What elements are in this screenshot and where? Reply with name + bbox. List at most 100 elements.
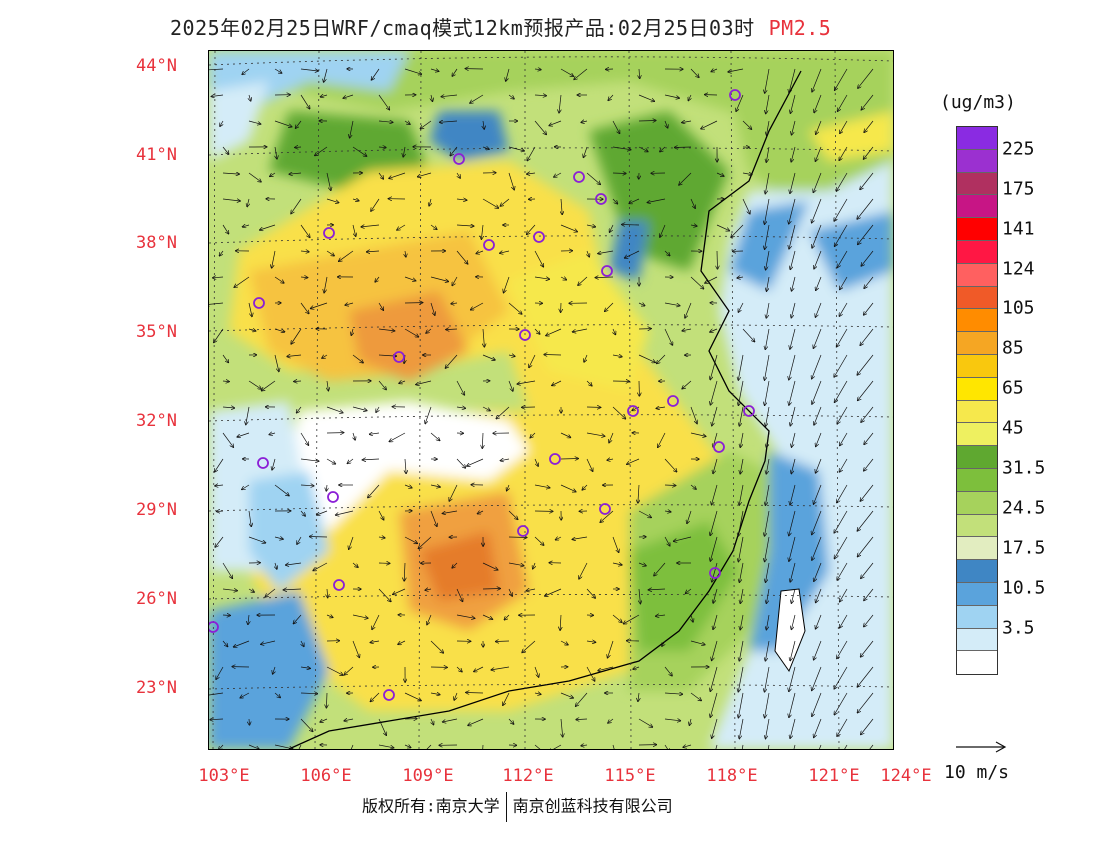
wind-arrow [508, 562, 524, 566]
wind-arrow [791, 588, 796, 603]
wind-arrow [834, 536, 848, 559]
wind-arrow [608, 640, 614, 658]
wind-arrow [612, 173, 626, 174]
wind-arrow [712, 718, 718, 738]
colorbar-swatch [957, 605, 997, 629]
wind-arrow [404, 328, 419, 337]
wind-arrow [289, 173, 302, 174]
wind-arrow [560, 484, 576, 492]
wind-arrow [215, 458, 224, 472]
wind-arrow [682, 329, 692, 331]
colorbar-swatch [957, 195, 997, 219]
wind-arrow [790, 562, 796, 582]
lat-label: 38°N [136, 233, 177, 253]
wind-arrow [837, 250, 848, 268]
wind-arrow [765, 692, 770, 718]
wind-arrow [326, 692, 327, 708]
wind-arrow [864, 614, 874, 627]
station-marker [253, 297, 265, 309]
wind-arrow [533, 562, 535, 569]
wind-arrow [300, 251, 309, 252]
wind-arrow [452, 562, 458, 568]
station-marker [533, 231, 545, 243]
wind-arrow [326, 198, 339, 203]
wind-arrow [210, 719, 224, 720]
wind-arrow [296, 120, 302, 128]
wind-arrow [683, 745, 692, 747]
station-marker [743, 405, 755, 417]
wind-arrow [819, 744, 822, 749]
wind-arrow [430, 224, 437, 229]
wind-arrow [248, 302, 252, 317]
wind-arrow [378, 121, 393, 122]
wind-arrow [274, 68, 282, 73]
wind-arrow [766, 718, 770, 739]
wind-arrow [861, 640, 874, 657]
wind-arrow [344, 666, 354, 675]
wind-arrow [664, 458, 677, 472]
wind-arrow [522, 640, 536, 653]
wind-arrow [300, 485, 314, 486]
wind-arrow [742, 328, 755, 342]
wind-arrow [713, 588, 718, 603]
wind-arrow [857, 666, 874, 687]
wind-arrow [766, 562, 770, 582]
wind-arrow [370, 641, 380, 643]
wind-arrow [812, 354, 822, 379]
wind-arrow [766, 94, 770, 114]
wind-arrow [629, 198, 640, 203]
wind-arrow [545, 588, 562, 596]
wind-arrow [664, 485, 676, 486]
wind-arrow [209, 68, 224, 71]
wind-arrow [691, 614, 693, 622]
wind-arrow [482, 198, 499, 208]
wind-arrow [834, 354, 848, 377]
station-marker [709, 567, 721, 579]
wind-arrow [274, 120, 292, 127]
wind-arrow [710, 510, 718, 536]
wind-arrow [791, 302, 796, 318]
wind-arrow [741, 744, 744, 749]
wind-arrow [790, 172, 796, 193]
wind-arrow [839, 146, 848, 160]
wind-arrow [261, 640, 276, 644]
wind-arrow [793, 744, 796, 749]
wind-arrow [368, 484, 380, 498]
colorbar [956, 126, 998, 676]
wind-arrow [690, 406, 697, 424]
colorbar-swatch [957, 354, 997, 378]
wind-arrow [274, 328, 285, 332]
wind-arrow [544, 355, 562, 356]
wind-arrow [222, 615, 230, 616]
wind-arrow [737, 277, 744, 278]
wind-arrow [353, 432, 355, 440]
wind-arrow [404, 276, 416, 281]
colorbar-swatch [957, 628, 997, 652]
wind-arrow [426, 328, 432, 333]
wind-arrow [792, 276, 796, 291]
wind-arrow [713, 458, 718, 474]
wind-arrow [739, 406, 744, 426]
wind-arrow [274, 354, 279, 372]
wind-arrow [712, 562, 718, 582]
wind-arrow [664, 511, 671, 512]
wind-arrow [766, 146, 770, 162]
wind-arrow [573, 328, 588, 332]
wind-arrow [679, 172, 692, 185]
wind-arrow [317, 510, 328, 515]
wind-arrow [214, 328, 224, 343]
wind-arrow [789, 666, 796, 692]
wind-arrow [837, 718, 848, 736]
wind-arrow [561, 198, 562, 215]
colorbar-tick-label: 17.5 [1002, 537, 1046, 559]
wind-arrow [240, 692, 250, 698]
wind-arrow [638, 303, 645, 306]
wind-arrow [560, 277, 566, 280]
wind-arrow [581, 121, 588, 122]
wind-arrow [560, 224, 577, 232]
wind-arrow [738, 536, 744, 562]
wind-arrow [739, 562, 744, 582]
wind-arrow [440, 121, 458, 122]
wind-arrow [638, 146, 648, 152]
wind-arrow [466, 693, 484, 694]
